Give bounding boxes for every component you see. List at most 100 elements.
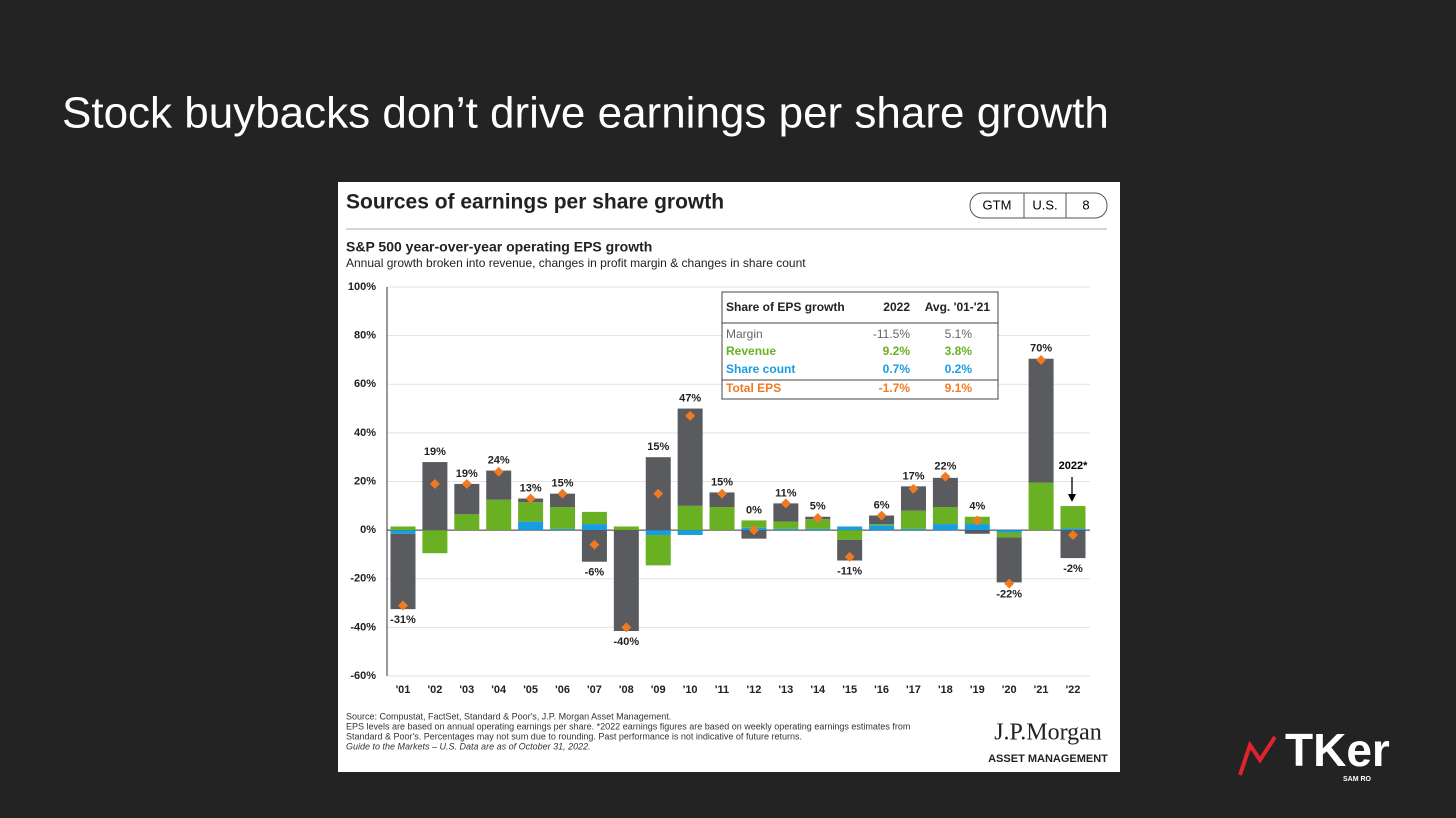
bar-segment bbox=[773, 521, 799, 529]
data-label: -40% bbox=[613, 636, 639, 648]
bar-segment bbox=[837, 530, 863, 540]
y-tick-label: 60% bbox=[354, 378, 376, 390]
bar-segment bbox=[932, 477, 958, 508]
slide-title: Stock buybacks don’t drive earnings per … bbox=[62, 89, 1109, 138]
chart-title: S&P 500 year-over-year operating EPS gro… bbox=[346, 239, 652, 255]
y-tick-label: 100% bbox=[348, 281, 376, 293]
arrow-head bbox=[1068, 494, 1076, 502]
total-marker bbox=[557, 488, 568, 499]
y-tick-label: 80% bbox=[354, 330, 376, 342]
bar-segment bbox=[996, 530, 1022, 533]
y-tick-label: 20% bbox=[354, 475, 376, 487]
data-label: 4% bbox=[969, 501, 985, 513]
bar-segment bbox=[1060, 506, 1086, 529]
bar-segment bbox=[550, 528, 576, 531]
data-label: -22% bbox=[996, 589, 1022, 601]
table-cell: 9.2% bbox=[883, 344, 911, 358]
bar-segment bbox=[709, 492, 735, 508]
bar-segment bbox=[869, 525, 895, 531]
total-marker bbox=[749, 525, 759, 536]
bar-segment bbox=[709, 507, 735, 531]
bar-segment bbox=[486, 499, 512, 531]
bar-segment bbox=[518, 502, 544, 522]
bar-segment bbox=[581, 511, 607, 525]
x-tick-label: '13 bbox=[778, 684, 793, 696]
bar-segment bbox=[518, 521, 544, 531]
bar-segment bbox=[677, 505, 703, 531]
x-tick-label: '12 bbox=[747, 684, 762, 696]
x-tick-label: '04 bbox=[491, 684, 507, 696]
bar-segment bbox=[390, 533, 416, 610]
table-cell: -1.7% bbox=[879, 381, 911, 395]
bar-segment bbox=[422, 462, 448, 531]
bar-segment bbox=[837, 526, 863, 531]
data-label: 15% bbox=[647, 441, 669, 453]
data-label: 22% bbox=[934, 461, 956, 473]
bar-segment bbox=[613, 530, 639, 632]
total-marker bbox=[940, 471, 951, 482]
data-label: 19% bbox=[424, 446, 446, 458]
table-row-label: Revenue bbox=[726, 344, 776, 358]
data-label: 17% bbox=[902, 470, 924, 482]
y-tick-label: -20% bbox=[350, 573, 376, 585]
data-label: 47% bbox=[679, 392, 701, 404]
data-label: 11% bbox=[775, 487, 797, 499]
bar-segment bbox=[932, 507, 958, 525]
total-marker bbox=[589, 539, 600, 550]
data-label: 0% bbox=[746, 504, 762, 516]
x-tick-label: '15 bbox=[842, 684, 857, 696]
bar-segment bbox=[454, 514, 480, 531]
bar-segment bbox=[677, 530, 703, 535]
data-label: 19% bbox=[456, 468, 478, 480]
badge: GTM bbox=[983, 197, 1012, 212]
data-label: 13% bbox=[520, 482, 542, 494]
bar-segment bbox=[645, 530, 671, 535]
total-marker bbox=[493, 466, 504, 477]
footnote: Standard & Poor's. Percentages may not s… bbox=[346, 731, 802, 741]
table-row-label: Share count bbox=[726, 362, 795, 376]
x-tick-label: '18 bbox=[938, 684, 953, 696]
x-tick-label: '17 bbox=[906, 684, 921, 696]
x-tick-label: '11 bbox=[715, 684, 729, 696]
table-cell: 9.1% bbox=[945, 381, 973, 395]
x-tick-label: '21 bbox=[1034, 684, 1049, 696]
x-tick-label: '19 bbox=[970, 684, 985, 696]
bar-segment bbox=[390, 530, 416, 534]
bar-segment bbox=[773, 503, 799, 522]
table-cell: 3.8% bbox=[945, 344, 973, 358]
x-tick-label: '02 bbox=[427, 684, 442, 696]
total-marker bbox=[525, 493, 536, 504]
data-label: -31% bbox=[390, 614, 416, 626]
bar-segment bbox=[550, 493, 576, 508]
bar-segment bbox=[550, 507, 576, 529]
annotation: 2022* bbox=[1059, 460, 1088, 472]
table-header: Share of EPS growth bbox=[726, 300, 845, 314]
total-marker bbox=[1036, 354, 1047, 365]
x-tick-label: '10 bbox=[683, 684, 698, 696]
x-tick-label: '07 bbox=[587, 684, 602, 696]
data-label: -11% bbox=[837, 565, 862, 577]
bar-segment bbox=[964, 524, 990, 531]
table-header: Avg. '01-'21 bbox=[925, 300, 991, 314]
bar-segment bbox=[390, 526, 416, 531]
bar-segment bbox=[1060, 528, 1086, 531]
card bbox=[338, 182, 1120, 772]
footnote: Source: Compustat, FactSet, Standard & P… bbox=[346, 711, 671, 721]
bar-segment bbox=[900, 528, 926, 531]
y-tick-label: -40% bbox=[350, 621, 376, 633]
logo-icon bbox=[1238, 735, 1277, 776]
x-tick-label: '06 bbox=[555, 684, 570, 696]
data-label: 15% bbox=[552, 478, 574, 490]
badge-box bbox=[969, 192, 1108, 219]
bar-segment bbox=[1028, 482, 1054, 531]
total-marker bbox=[780, 498, 791, 509]
table-row-label: Total EPS bbox=[726, 381, 781, 395]
table: Share of EPS growth 2022 Avg. '01-'21 Margi… bbox=[726, 300, 990, 395]
bar-segment bbox=[613, 526, 639, 531]
x-tick-label: '05 bbox=[523, 684, 538, 696]
y-tick-label: 0% bbox=[360, 524, 376, 536]
badge: 8 bbox=[1082, 197, 1089, 212]
x-tick-label: '20 bbox=[1002, 684, 1017, 696]
x-tick-label: '03 bbox=[459, 684, 474, 696]
x-tick-label: '08 bbox=[619, 684, 634, 696]
